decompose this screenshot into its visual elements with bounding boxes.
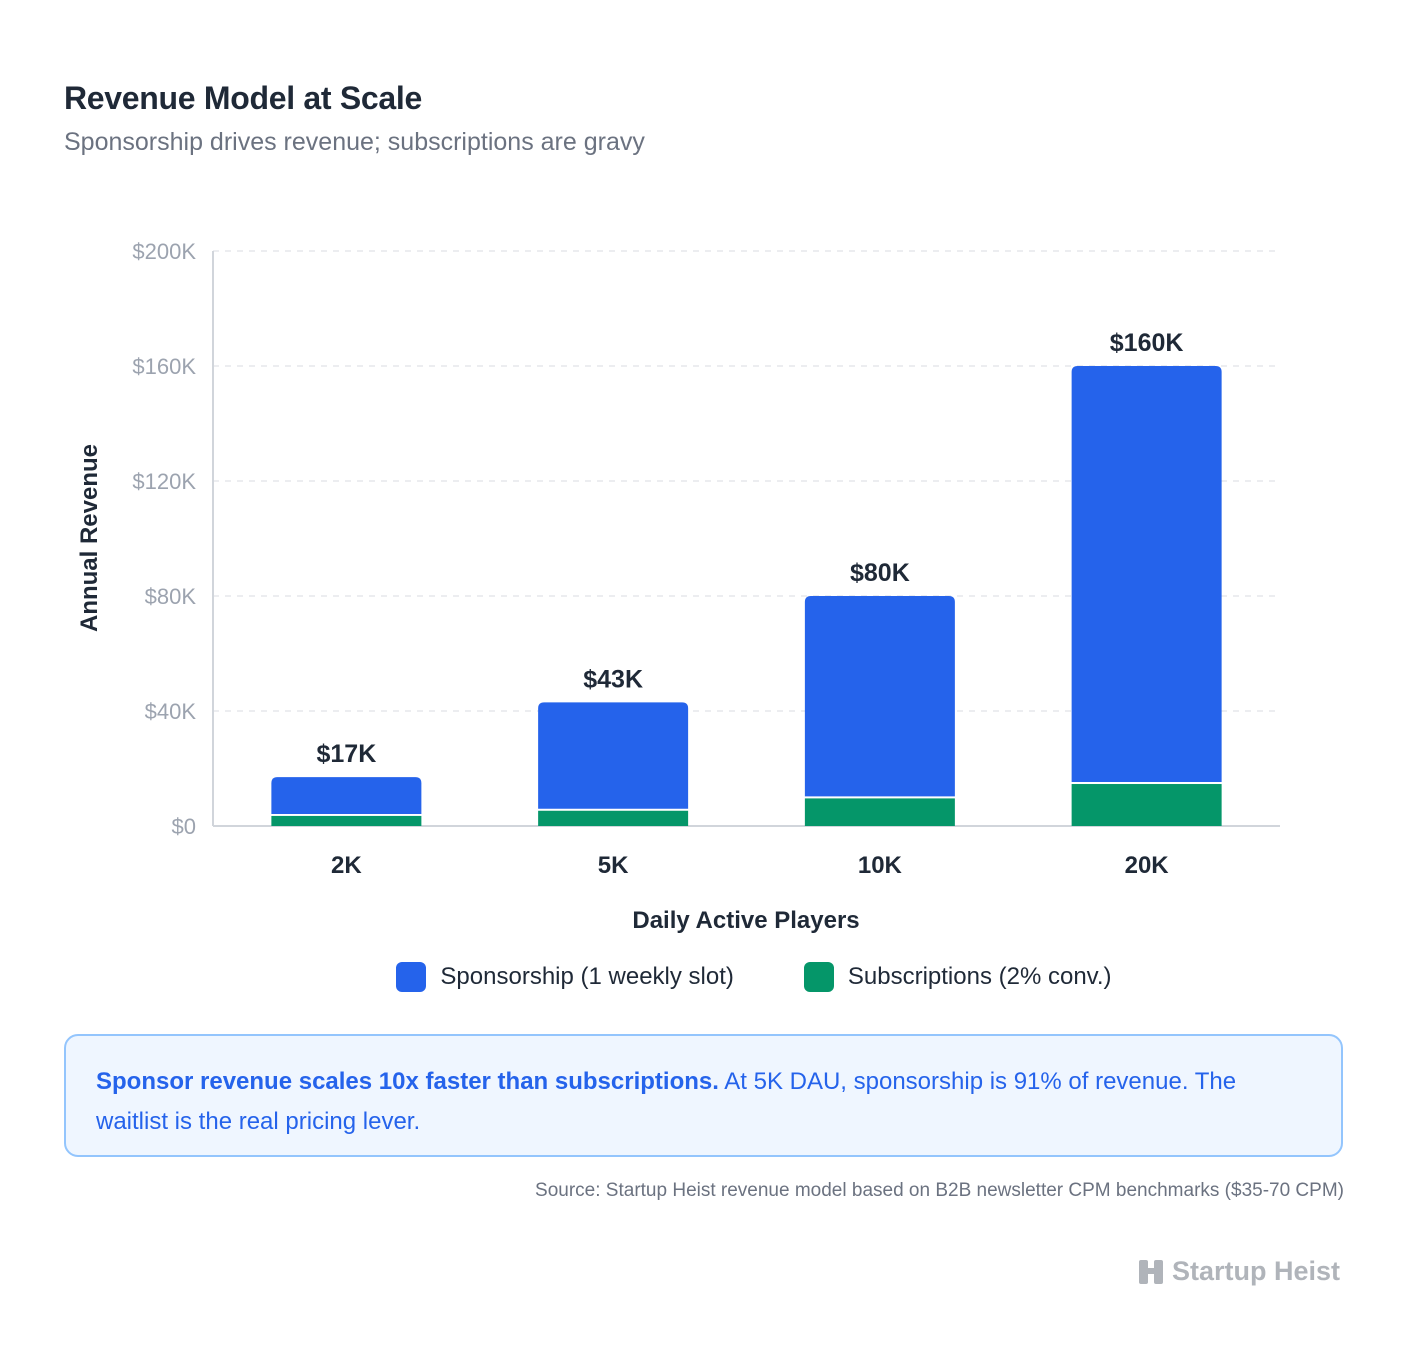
y-tick-label: $40K — [145, 699, 197, 724]
y-tick-label: $160K — [132, 354, 196, 379]
legend-label-sponsorship: Sponsorship (1 weekly slot) — [440, 963, 734, 990]
source-note: Source: Startup Heist revenue model base… — [535, 1180, 1344, 1201]
chart-legend: Sponsorship (1 weekly slot) Subscription… — [0, 962, 1408, 992]
legend-swatch-sponsorship — [396, 962, 427, 992]
x-tick-label: 20K — [1125, 852, 1170, 879]
y-axis-label: Annual Revenue — [76, 444, 103, 632]
bar-total-label: $43K — [583, 665, 643, 693]
y-tick-label: $0 — [172, 814, 196, 839]
bar-total-label: $17K — [316, 740, 376, 768]
callout-body-text: At 5K DAU, sponsorship is 91% of revenue… — [96, 1068, 1237, 1135]
startup-heist-logo-icon — [1138, 1259, 1163, 1284]
labels: $0 $40K $80K $120K $160K $200K $17K 2K $43K 5K $80… — [132, 239, 1183, 879]
x-tick-label: 2K — [331, 852, 362, 879]
callout-bold-text: Sponsor revenue scales 10x faster than s… — [96, 1068, 719, 1095]
insight-callout: Sponsor revenue scales 10x faster than s… — [64, 1034, 1343, 1157]
bars — [271, 366, 1222, 826]
x-axis-label: Daily Active Players — [632, 907, 859, 934]
bar-sponsorship — [1071, 366, 1222, 783]
bar-total-label: $160K — [1110, 329, 1184, 357]
bar-sponsorship — [804, 596, 955, 797]
y-tick-label: $120K — [132, 469, 196, 494]
brand-name: Startup Heist — [1171, 1256, 1340, 1286]
y-tick-label: $200K — [132, 239, 196, 264]
bar-sponsorship — [538, 702, 689, 809]
bar-subscriptions — [804, 798, 955, 826]
legend-item-sponsorship: Sponsorship (1 weekly slot) — [396, 962, 734, 992]
bar-subscriptions — [271, 815, 422, 826]
chart-title: Revenue Model at Scale — [64, 80, 422, 116]
x-tick-label: 5K — [598, 852, 629, 879]
legend-item-subscriptions: Subscriptions (2% conv.) — [803, 962, 1112, 992]
chart-subtitle: Sponsorship drives revenue; subscription… — [64, 128, 645, 156]
legend-label-subscriptions: Subscriptions (2% conv.) — [847, 963, 1112, 990]
bar-subscriptions — [538, 810, 689, 826]
y-tick-label: $80K — [145, 584, 197, 609]
x-tick-label: 10K — [858, 852, 903, 879]
revenue-bar-chart: $0 $40K $80K $120K $160K $200K $17K 2K $43K 5K $80… — [76, 239, 1280, 934]
legend-swatch-subscriptions — [803, 962, 834, 992]
bar-total-label: $80K — [850, 559, 910, 587]
bar-sponsorship — [271, 777, 422, 814]
brand-logo: Startup Heist — [1138, 1256, 1340, 1287]
bar-subscriptions — [1071, 784, 1222, 826]
